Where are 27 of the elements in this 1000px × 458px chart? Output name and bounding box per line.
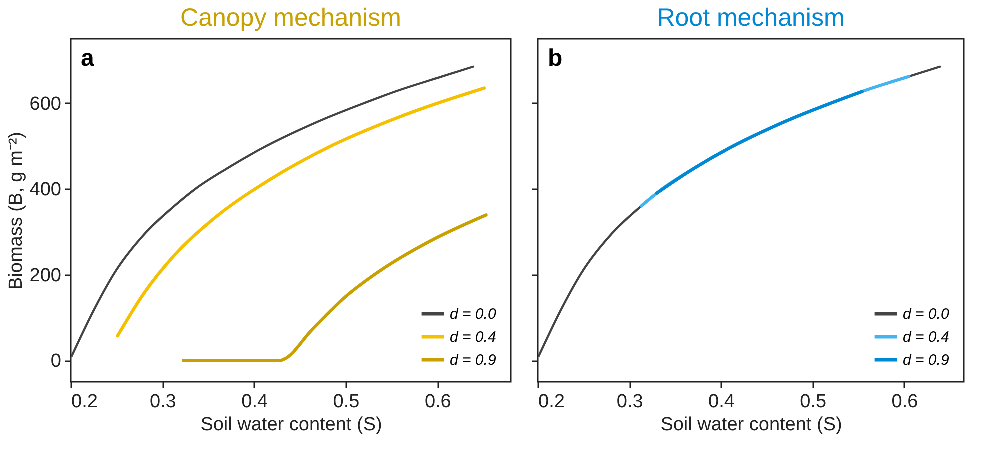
x-tick-label: 0.4 <box>708 392 736 412</box>
x-tick-label: 0.5 <box>800 392 827 412</box>
x-tick-label: 0.5 <box>333 392 360 412</box>
chart-title: Canopy mechanism <box>180 4 402 32</box>
x-tick-label: 0.6 <box>424 392 452 412</box>
x-tick-label: 0.6 <box>892 392 918 412</box>
legend-label: d = 0.9 <box>903 352 950 369</box>
legend-label: d = 0.4 <box>450 329 496 346</box>
x-tick-label: 0.4 <box>242 392 268 412</box>
x-axis-title: Soil water content (S) <box>660 414 842 436</box>
x-tick-label: 0.3 <box>616 392 644 412</box>
y-tick-label: 0 <box>50 351 62 372</box>
legend-label: d = 0.9 <box>450 352 497 369</box>
legend-label: d = 0.0 <box>903 306 950 323</box>
chart-title: Root mechanism <box>657 4 845 32</box>
x-tick-label: 0.3 <box>150 392 176 412</box>
y-tick-label: 200 <box>30 265 62 286</box>
x-tick-label: 0.2 <box>538 392 565 412</box>
annotation: a <box>81 45 95 72</box>
y-axis-title: Biomass (B, g m⁻²) <box>6 132 27 290</box>
x-tick-label: 0.2 <box>72 392 98 412</box>
legend-label: d = 0.4 <box>903 329 950 346</box>
x-axis-title: Soil water content (S) <box>200 414 382 436</box>
legend-label: d = 0.0 <box>450 306 497 323</box>
y-tick-label: 600 <box>30 94 62 115</box>
y-tick-label: 400 <box>30 180 62 201</box>
annotation: b <box>548 45 563 72</box>
